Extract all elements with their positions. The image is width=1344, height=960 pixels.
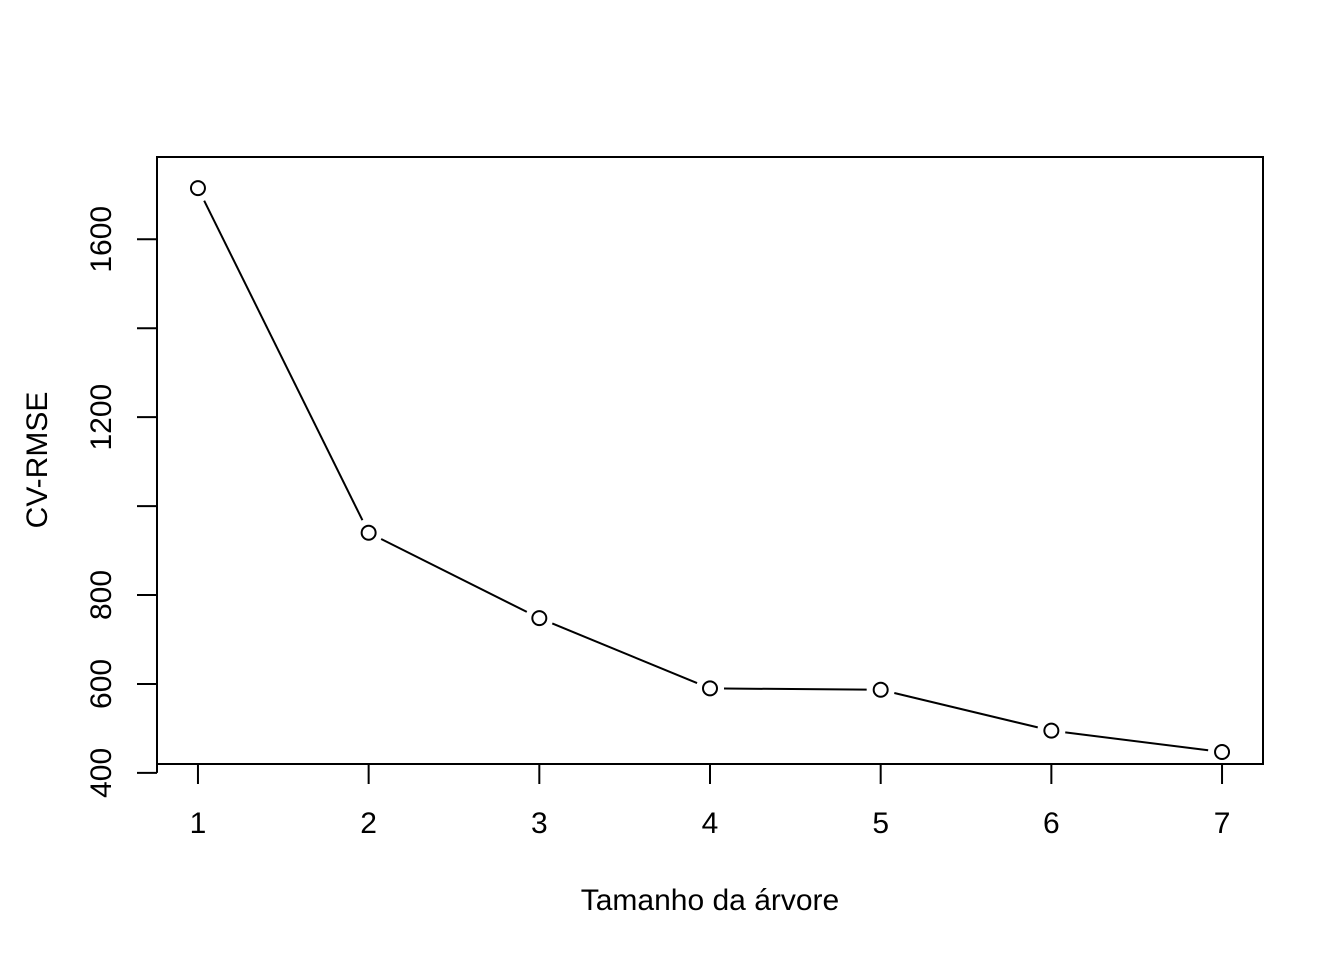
data-point [1214,743,1231,760]
x-axis: 1 2 3 4 5 6 7 [190,763,1231,840]
data-point [189,180,206,197]
y-tick-label: 1200 [85,384,118,451]
data-point [702,680,718,697]
y-tick-label: 800 [85,570,118,620]
series-segment [203,200,364,521]
x-tick-label: 1 [190,807,207,840]
y-axis: 400 600 800 1200 1600 [85,206,158,798]
data-point [531,610,548,627]
y-axis-title: CV-RMSE [21,392,54,529]
y-tick-label: 1600 [85,206,118,273]
x-tick-label: 3 [531,807,548,840]
data-point [360,524,377,541]
plot-frame [156,156,1264,765]
series-segment [380,538,528,613]
x-tick-label: 6 [1043,807,1060,840]
x-tick-label: 7 [1214,807,1231,840]
series-segment [1065,731,1209,752]
x-tick-label: 2 [360,807,377,840]
series-line [203,200,1209,752]
data-point [1043,722,1060,739]
x-axis-title: Tamanho da árvore [581,884,840,917]
y-tick-label: 600 [85,659,118,709]
y-tick-label: 400 [85,748,118,798]
series-segment [551,622,698,684]
x-tick-label: 5 [872,807,889,840]
x-tick-label: 4 [702,807,719,840]
series-segment [723,687,867,691]
series-markers [189,180,1231,760]
series-segment [894,692,1038,729]
data-point [872,681,889,698]
